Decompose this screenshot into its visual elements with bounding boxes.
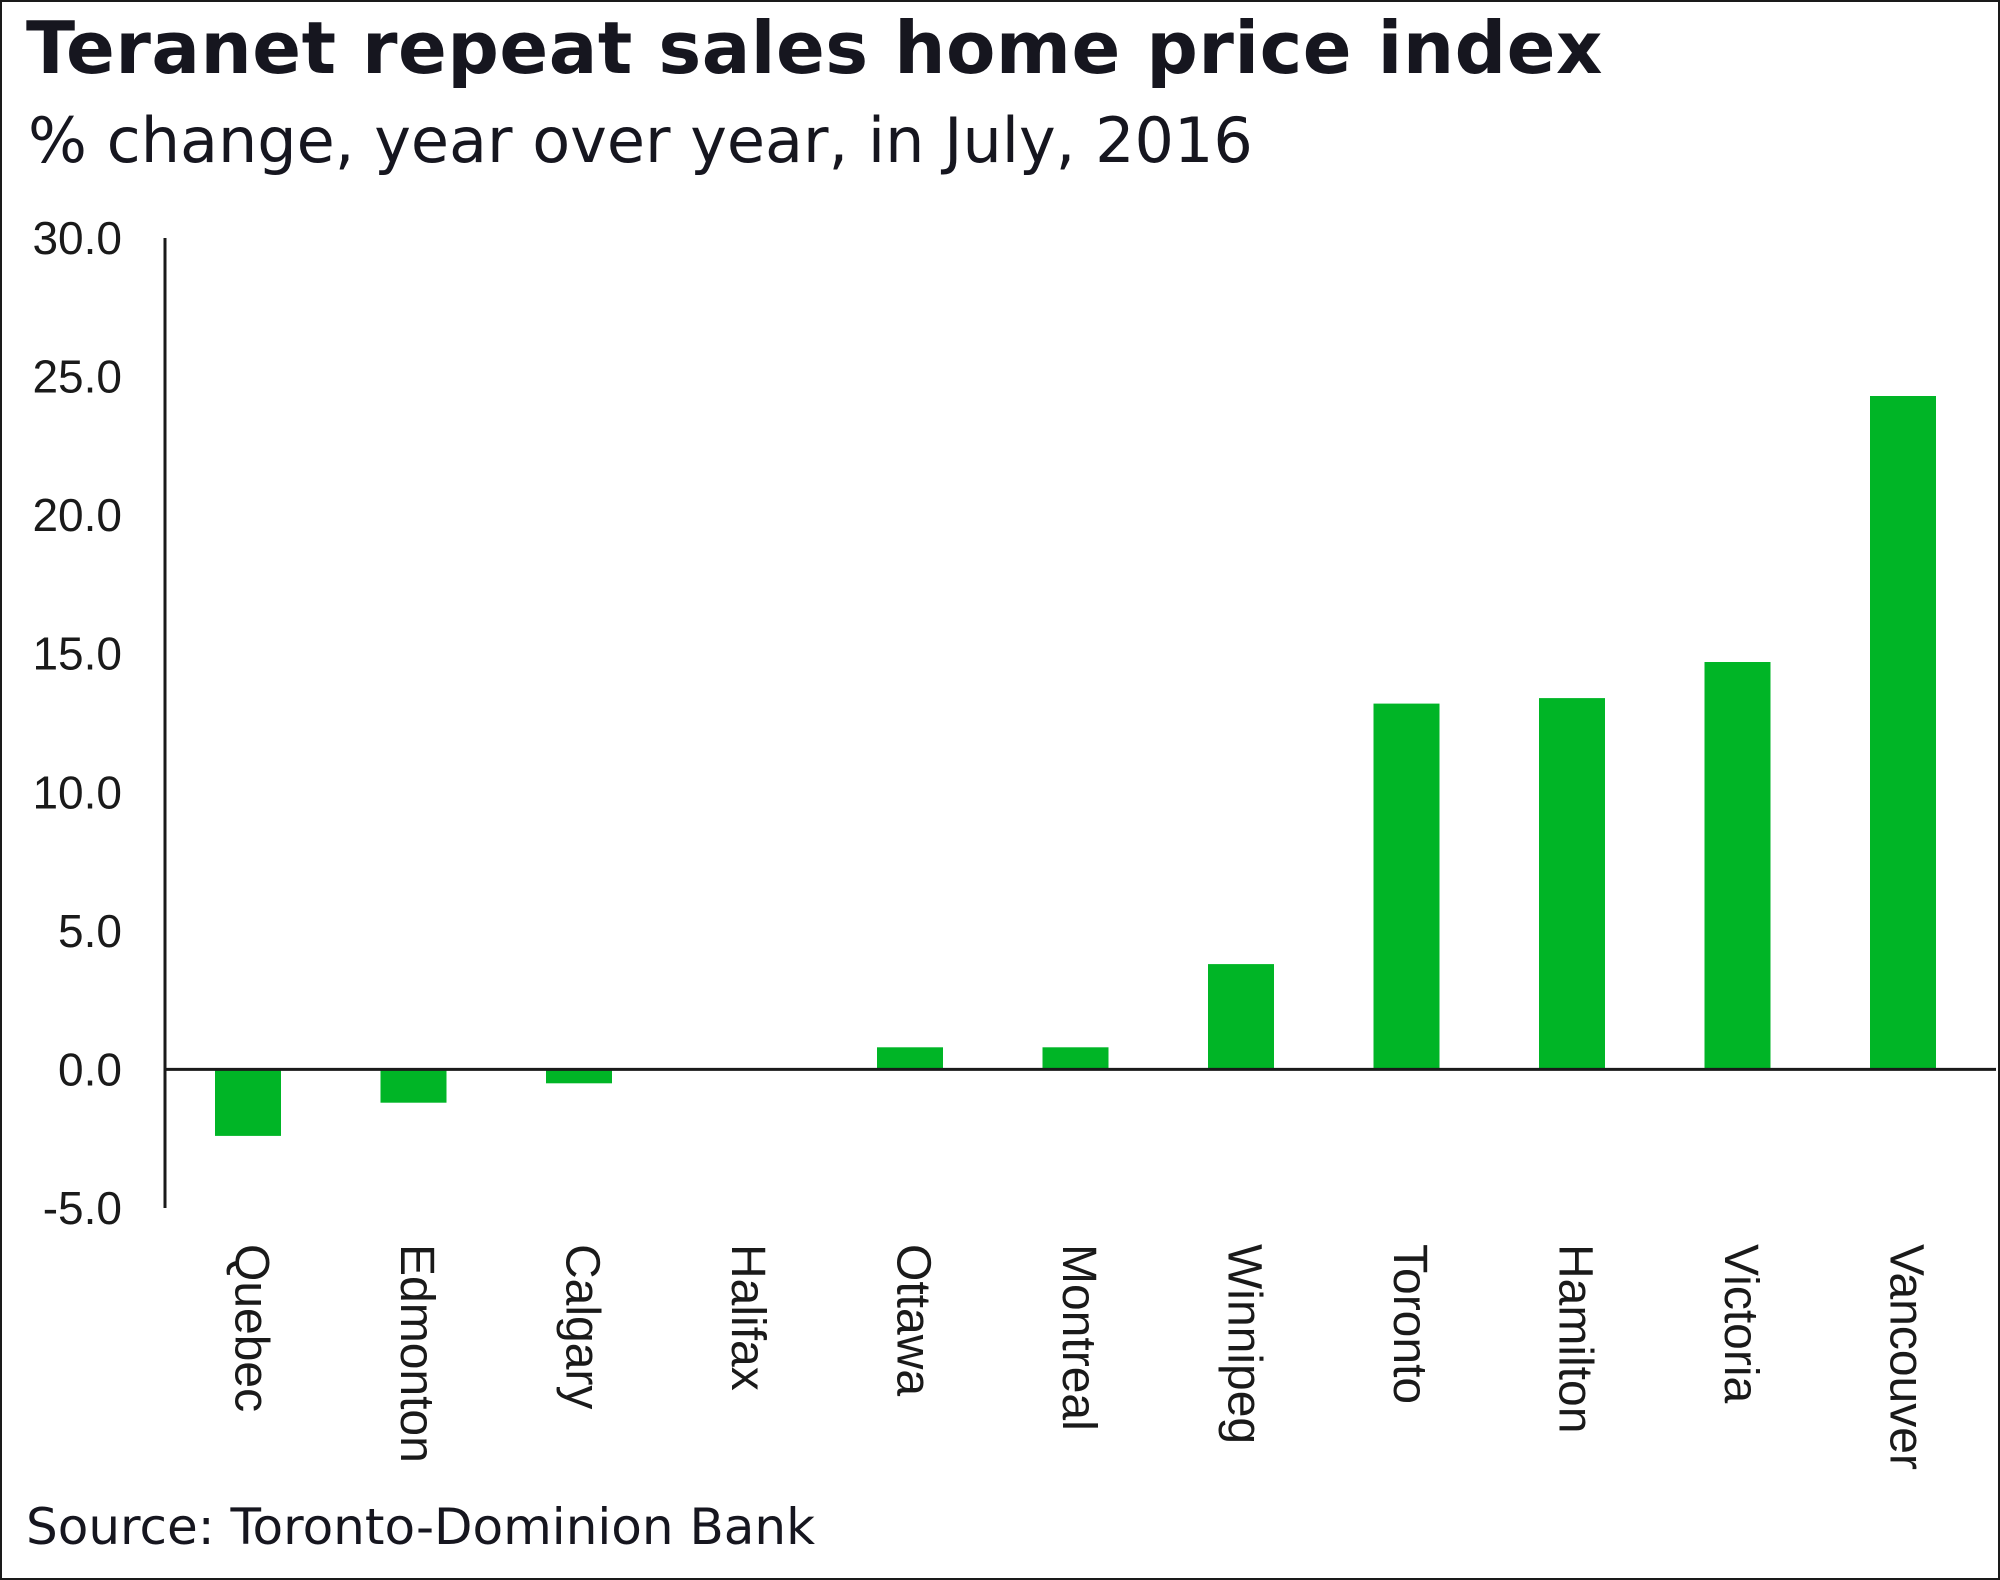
y-tick-label: 10.0 <box>32 766 122 818</box>
x-tick-label-edmonton: Edmonton <box>390 1244 443 1463</box>
x-tick-label-ottawa: Ottawa <box>886 1244 939 1396</box>
bar-toronto <box>1373 703 1440 1070</box>
bar-edmonton <box>380 1069 447 1103</box>
x-tick-label-quebec: Quebec <box>224 1244 277 1412</box>
y-tick-label: 30.0 <box>32 212 122 264</box>
bar-quebec <box>215 1069 281 1136</box>
y-tick-label: 15.0 <box>32 628 122 680</box>
chart-subtitle: % change, year over year, in July, 2016 <box>28 104 1253 177</box>
y-tick-label: 5.0 <box>58 905 122 957</box>
source-note: Source: Toronto-Dominion Bank <box>26 1498 816 1556</box>
bar-calgary <box>546 1069 612 1084</box>
bar-hamilton <box>1539 698 1605 1070</box>
x-tick-label-calgary: Calgary <box>555 1244 608 1409</box>
x-tick-label-halifax: Halifax <box>721 1244 774 1391</box>
y-tick-label: 0.0 <box>58 1043 122 1095</box>
y-tick-label: -5.0 <box>43 1182 122 1234</box>
x-tick-label-montreal: Montreal <box>1052 1244 1105 1431</box>
bar-victoria <box>1704 662 1771 1070</box>
bar-montreal <box>1042 1047 1109 1070</box>
bar-winnipeg <box>1208 964 1274 1070</box>
y-tick-label: 20.0 <box>32 489 122 541</box>
x-tick-label-victoria: Victoria <box>1714 1244 1767 1403</box>
x-tick-label-toronto: Toronto <box>1383 1244 1436 1404</box>
x-tick-label-hamilton: Hamilton <box>1548 1244 1601 1433</box>
x-tick-label-vancouver: Vancouver <box>1879 1244 1932 1470</box>
bar-ottawa <box>877 1047 943 1070</box>
x-tick-label-winnipeg: Winnipeg <box>1217 1244 1270 1444</box>
bar-vancouver <box>1870 396 1936 1070</box>
chart-title: Teranet repeat sales home price index <box>26 6 1603 90</box>
y-tick-label: 25.0 <box>32 351 122 403</box>
